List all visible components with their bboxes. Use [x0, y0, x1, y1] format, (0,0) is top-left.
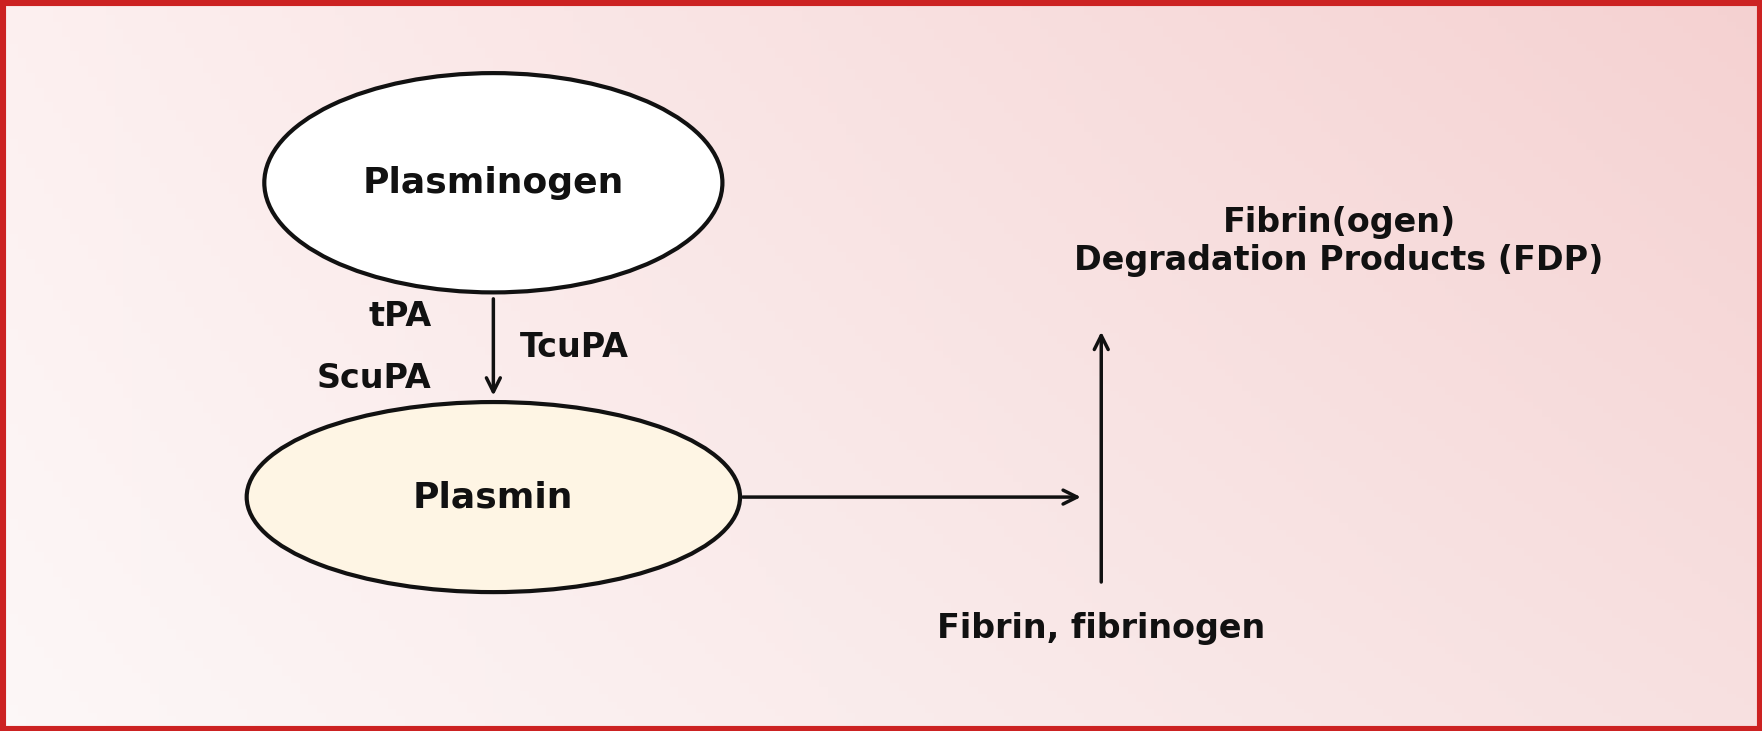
Ellipse shape: [247, 402, 740, 592]
Ellipse shape: [264, 73, 722, 292]
Text: Plasminogen: Plasminogen: [363, 166, 624, 200]
Text: Fibrin, fibrinogen: Fibrin, fibrinogen: [937, 612, 1265, 645]
Text: ScuPA: ScuPA: [317, 362, 432, 395]
Text: Plasmin: Plasmin: [412, 480, 574, 514]
Text: Fibrin(ogen)
Degradation Products (FDP): Fibrin(ogen) Degradation Products (FDP): [1075, 205, 1603, 277]
Text: TcuPA: TcuPA: [520, 330, 629, 364]
Text: tPA: tPA: [368, 300, 432, 333]
